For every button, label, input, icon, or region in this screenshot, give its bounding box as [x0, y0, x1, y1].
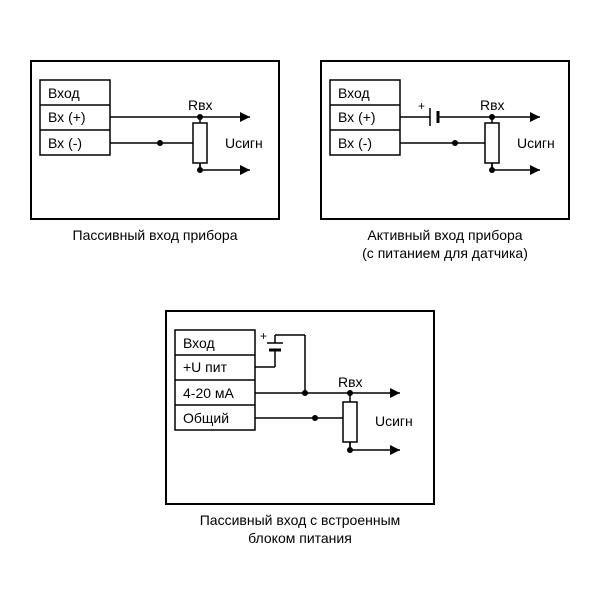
diagram-passive: Вход Вх (+) Вх (-) Rвх Uсигн — [30, 60, 280, 220]
row-1: 4-20 мА — [183, 385, 235, 401]
arrow-icon — [530, 165, 540, 175]
arrow-icon — [390, 445, 400, 455]
caption-builtin: Пассивный вход с встроенным блоком питан… — [165, 511, 435, 547]
diagram-active: Вход Вх (+) Вх (-) + Rвх Uсигн — [320, 60, 570, 220]
r-label: Rвх — [188, 97, 213, 113]
caption-passive: Пассивный вход прибора — [30, 226, 280, 244]
row-0: Вх (+) — [338, 109, 376, 125]
svg-text:+: + — [418, 99, 425, 113]
r-label: Rвх — [338, 374, 363, 390]
resistor-icon — [193, 117, 207, 170]
u-label: Uсигн — [375, 413, 413, 429]
terminal-block: Вход Вх (+) Вх (-) — [40, 80, 110, 155]
row-2: Общий — [183, 410, 229, 426]
svg-text:+: + — [260, 329, 267, 343]
arrow-icon — [530, 112, 540, 122]
panel-builtin: Вход +U пит 4-20 мА Общий + — [165, 310, 435, 547]
row-1: Вх (-) — [338, 135, 372, 151]
row-0: Вх (+) — [48, 109, 86, 125]
header-label: Вход — [183, 335, 215, 351]
arrow-icon — [390, 388, 400, 398]
row-0: +U пит — [183, 359, 228, 375]
resistor-icon — [343, 393, 357, 450]
battery-icon: + — [418, 99, 438, 126]
arrow-icon — [240, 165, 250, 175]
header-label: Вход — [48, 85, 80, 101]
u-label: Uсигн — [225, 135, 263, 151]
panel-passive: Вход Вх (+) Вх (-) Rвх Uсигн Пассивный в… — [30, 60, 280, 244]
u-label: Uсигн — [517, 135, 555, 151]
terminal-block: Вход +U пит 4-20 мА Общий — [175, 330, 255, 430]
header-label: Вход — [338, 85, 370, 101]
caption-active: Активный вход прибора (с питанием для да… — [320, 226, 570, 262]
arrow-icon — [240, 112, 250, 122]
battery-icon: + — [260, 329, 283, 350]
row-1: Вх (-) — [48, 135, 82, 151]
r-label: Rвх — [480, 97, 505, 113]
terminal-block: Вход Вх (+) Вх (-) — [330, 80, 400, 155]
resistor-icon — [485, 117, 499, 170]
panel-active: Вход Вх (+) Вх (-) + Rвх Uсигн Активный — [320, 60, 570, 262]
diagram-builtin: Вход +U пит 4-20 мА Общий + — [165, 310, 435, 505]
